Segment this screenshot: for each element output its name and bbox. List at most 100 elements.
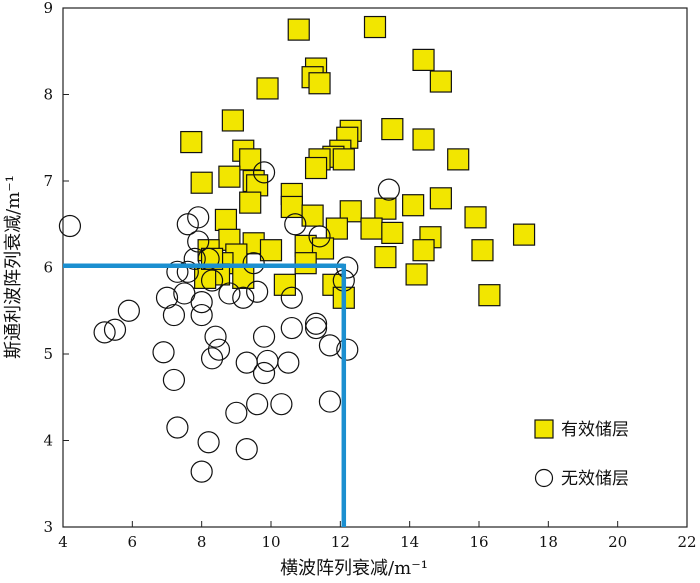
point-effective-reservoir — [478, 284, 501, 307]
point-ineffective-reservoir — [162, 303, 186, 327]
x-tick-label: 16 — [469, 533, 488, 551]
point-effective-reservoir — [381, 221, 404, 244]
legend-marker-effective — [534, 419, 554, 439]
point-ineffective-reservoir — [200, 347, 224, 370]
point-effective-reservoir — [339, 200, 362, 223]
point-effective-reservoir — [412, 48, 435, 72]
point-ineffective-reservoir — [252, 325, 276, 348]
point-ineffective-reservoir — [93, 321, 116, 344]
point-ineffective-reservoir — [225, 401, 248, 424]
point-effective-reservoir — [273, 273, 296, 296]
point-ineffective-reservoir — [318, 390, 342, 413]
point-ineffective-reservoir — [197, 247, 220, 270]
point-ineffective-reservoir — [270, 393, 293, 416]
point-effective-reservoir — [412, 128, 435, 151]
point-effective-reservoir — [259, 239, 283, 262]
point-ineffective-reservoir — [235, 438, 258, 461]
y-tick-label: 6 — [43, 259, 53, 277]
point-ineffective-reservoir — [218, 282, 241, 305]
x-tick-label: 20 — [608, 533, 627, 551]
data-points — [58, 15, 536, 483]
point-effective-reservoir — [180, 130, 203, 154]
point-ineffective-reservoir — [200, 269, 224, 292]
y-tick-label: 8 — [43, 86, 53, 104]
point-ineffective-reservoir — [304, 316, 328, 340]
x-tick-label: 10 — [261, 533, 280, 551]
y-axis-title: 斯通利波阵列衰减/m⁻¹ — [3, 175, 24, 359]
point-ineffective-reservoir — [183, 247, 206, 270]
point-ineffective-reservoir — [242, 252, 265, 275]
y-tick-label: 3 — [43, 518, 53, 536]
point-effective-reservoir — [374, 246, 397, 269]
point-effective-reservoir — [218, 165, 241, 188]
point-effective-reservoir — [464, 206, 487, 229]
point-ineffective-reservoir — [162, 368, 186, 392]
x-tick-label: 4 — [58, 533, 68, 551]
point-effective-reservoir — [287, 18, 310, 41]
point-ineffective-reservoir — [377, 178, 400, 201]
point-ineffective-reservoir — [187, 230, 210, 253]
y-tick-label: 5 — [43, 345, 53, 363]
point-ineffective-reservoir — [190, 303, 213, 327]
point-ineffective-reservoir — [336, 338, 359, 361]
point-ineffective-reservoir — [252, 361, 276, 385]
point-ineffective-reservoir — [252, 161, 276, 184]
point-ineffective-reservoir — [256, 349, 279, 373]
point-ineffective-reservoir — [284, 213, 307, 236]
point-effective-reservoir — [239, 191, 262, 214]
point-ineffective-reservoir — [166, 416, 189, 439]
point-effective-reservoir — [471, 239, 494, 262]
point-ineffective-reservoir — [152, 341, 175, 364]
point-ineffective-reservoir — [58, 214, 82, 238]
x-tick-label: 12 — [331, 533, 350, 551]
point-ineffective-reservoir — [204, 325, 227, 348]
point-ineffective-reservoir — [232, 286, 255, 309]
x-tick-label: 8 — [197, 533, 207, 551]
point-ineffective-reservoir — [176, 213, 199, 236]
point-ineffective-reservoir — [190, 460, 213, 483]
point-effective-reservoir — [363, 15, 387, 39]
point-effective-reservoir — [221, 109, 244, 132]
x-tick-label: 22 — [677, 533, 696, 551]
point-ineffective-reservoir — [246, 393, 269, 416]
x-tick-label: 18 — [539, 533, 558, 551]
point-ineffective-reservoir — [280, 286, 303, 309]
point-effective-reservoir — [381, 117, 404, 141]
y-tick-label: 7 — [43, 172, 53, 190]
point-effective-reservoir — [308, 72, 331, 95]
point-ineffective-reservoir — [304, 312, 328, 335]
point-effective-reservoir — [304, 156, 328, 180]
point-effective-reservoir — [374, 197, 397, 220]
point-ineffective-reservoir — [308, 225, 331, 248]
point-ineffective-reservoir — [246, 280, 269, 303]
point-effective-reservoir — [190, 171, 213, 194]
legend-label-effective: 有效储层 — [561, 420, 629, 440]
legend-marker-ineffective — [534, 468, 554, 488]
x-axis-title: 横波阵列衰减/m⁻¹ — [280, 558, 428, 579]
point-ineffective-reservoir — [155, 286, 179, 309]
point-effective-reservoir — [332, 148, 355, 171]
point-ineffective-reservoir — [207, 338, 231, 361]
point-ineffective-reservoir — [166, 260, 189, 283]
x-tick-label: 14 — [400, 533, 419, 551]
point-effective-reservoir — [214, 208, 238, 232]
point-ineffective-reservoir — [117, 299, 140, 322]
y-tick-label: 4 — [43, 432, 53, 450]
point-effective-reservoir — [447, 148, 470, 171]
point-effective-reservoir — [402, 194, 425, 217]
point-effective-reservoir — [294, 252, 317, 275]
threshold-lines — [63, 263, 347, 527]
point-ineffective-reservoir — [277, 351, 300, 374]
y-tick-label: 9 — [43, 0, 53, 17]
point-effective-reservoir — [512, 223, 536, 246]
point-effective-reservoir — [412, 239, 435, 262]
point-ineffective-reservoir — [176, 260, 199, 283]
point-effective-reservoir — [429, 187, 452, 210]
point-effective-reservoir — [405, 263, 428, 286]
point-ineffective-reservoir — [318, 334, 342, 357]
point-effective-reservoir — [239, 148, 262, 171]
legend-label-ineffective: 无效储层 — [561, 469, 629, 489]
point-ineffective-reservoir — [103, 318, 127, 341]
